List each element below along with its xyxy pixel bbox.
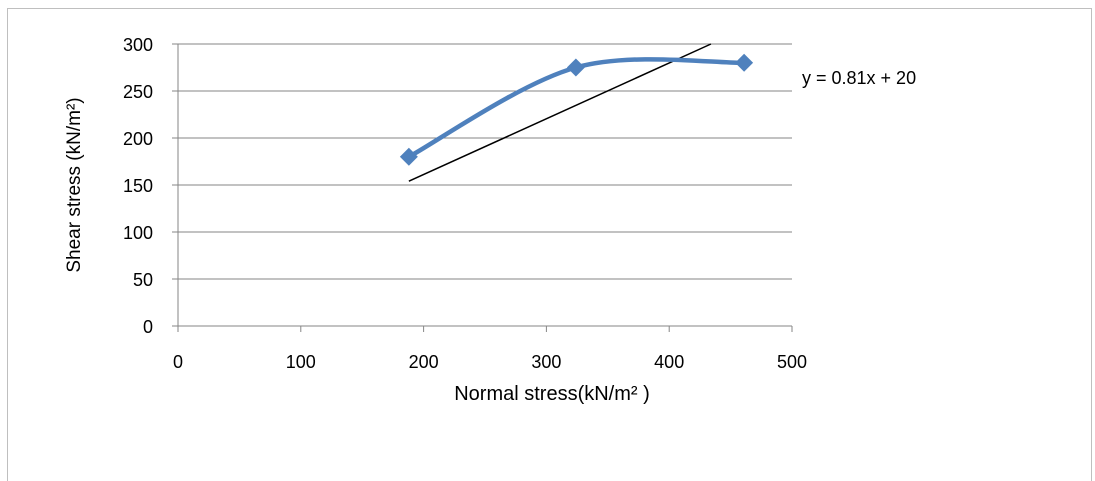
gridlines [178,43,792,280]
axes [172,43,793,332]
data-point-marker [399,147,418,166]
x-tick-labels: 0 100 200 300 400 500 [173,352,807,372]
y-tick-labels: 0 50 100 150 200 250 300 [123,35,153,337]
trendline-group [408,43,712,182]
x-tick-label: 500 [777,352,807,372]
y-tick-label: 250 [123,82,153,102]
y-axis-label: Shear stress (kN/m²) [64,97,85,272]
y-tick-label: 0 [143,317,153,337]
y-tick-label: 50 [133,270,153,290]
trendline-equation: y = 0.81x + 20 [802,68,916,88]
x-tick-label: 0 [173,352,183,372]
data-point-marker [566,58,585,77]
data-point-marker [735,53,754,72]
series-group [399,53,754,166]
x-tick-label: 100 [286,352,316,372]
y-tick-label: 200 [123,129,153,149]
x-tick-label: 400 [654,352,684,372]
x-axis-label: Normal stress(kN/m² ) [454,383,650,405]
y-tick-label: 100 [123,223,153,243]
x-tick-label: 300 [531,352,561,372]
x-tick-label: 200 [409,352,439,372]
y-tick-label: 150 [123,176,153,196]
y-tick-label: 300 [123,35,153,55]
trendline [408,43,712,182]
chart-border [7,8,1092,481]
